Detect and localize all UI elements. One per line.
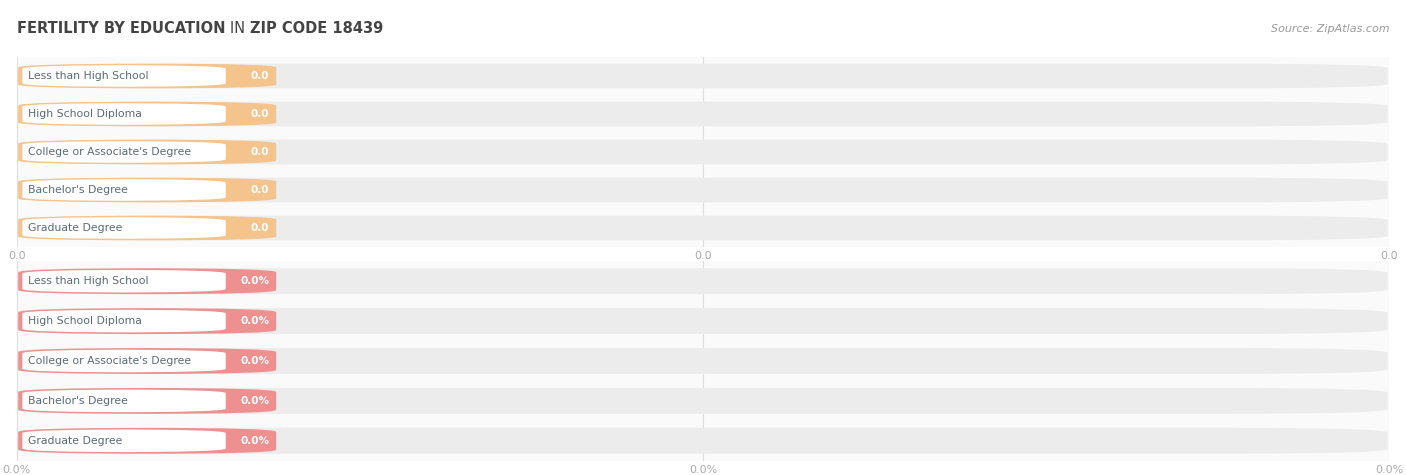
Text: High School Diploma: High School Diploma xyxy=(28,109,142,119)
FancyBboxPatch shape xyxy=(18,178,276,202)
FancyBboxPatch shape xyxy=(18,388,1388,414)
FancyBboxPatch shape xyxy=(18,140,1388,164)
Text: College or Associate's Degree: College or Associate's Degree xyxy=(28,147,191,157)
Text: High School Diploma: High School Diploma xyxy=(28,316,142,326)
Text: ZIP CODE 18439: ZIP CODE 18439 xyxy=(250,21,384,36)
FancyBboxPatch shape xyxy=(22,350,226,372)
Text: 0.0: 0.0 xyxy=(250,71,270,81)
FancyBboxPatch shape xyxy=(22,429,226,452)
FancyBboxPatch shape xyxy=(18,216,1388,240)
FancyBboxPatch shape xyxy=(18,308,276,334)
FancyBboxPatch shape xyxy=(18,268,276,294)
FancyBboxPatch shape xyxy=(22,390,226,412)
FancyBboxPatch shape xyxy=(18,348,276,374)
Text: Source: ZipAtlas.com: Source: ZipAtlas.com xyxy=(1271,23,1389,34)
FancyBboxPatch shape xyxy=(18,268,1388,294)
FancyBboxPatch shape xyxy=(22,217,226,239)
FancyBboxPatch shape xyxy=(22,310,226,332)
Text: IN: IN xyxy=(231,21,250,36)
Text: 0.0: 0.0 xyxy=(250,185,270,195)
FancyBboxPatch shape xyxy=(18,428,276,454)
Text: Graduate Degree: Graduate Degree xyxy=(28,223,122,233)
FancyBboxPatch shape xyxy=(18,64,1388,88)
Text: Less than High School: Less than High School xyxy=(28,71,149,81)
FancyBboxPatch shape xyxy=(22,141,226,163)
Text: 0.0: 0.0 xyxy=(250,109,270,119)
Text: Bachelor's Degree: Bachelor's Degree xyxy=(28,396,128,406)
FancyBboxPatch shape xyxy=(22,270,226,293)
Text: 0.0%: 0.0% xyxy=(240,356,270,366)
FancyBboxPatch shape xyxy=(18,348,1388,374)
FancyBboxPatch shape xyxy=(18,428,1388,454)
FancyBboxPatch shape xyxy=(18,216,276,240)
FancyBboxPatch shape xyxy=(18,140,276,164)
Text: 0.0%: 0.0% xyxy=(240,396,270,406)
FancyBboxPatch shape xyxy=(18,178,1388,202)
FancyBboxPatch shape xyxy=(18,64,276,88)
Text: 0.0%: 0.0% xyxy=(240,436,270,446)
Text: College or Associate's Degree: College or Associate's Degree xyxy=(28,356,191,366)
FancyBboxPatch shape xyxy=(22,65,226,87)
Text: 0.0%: 0.0% xyxy=(240,316,270,326)
Text: 0.0: 0.0 xyxy=(250,223,270,233)
Text: Less than High School: Less than High School xyxy=(28,276,149,286)
Text: Bachelor's Degree: Bachelor's Degree xyxy=(28,185,128,195)
FancyBboxPatch shape xyxy=(22,103,226,125)
Text: FERTILITY BY EDUCATION: FERTILITY BY EDUCATION xyxy=(17,21,231,36)
Text: 0.0: 0.0 xyxy=(250,147,270,157)
Text: 0.0%: 0.0% xyxy=(240,276,270,286)
FancyBboxPatch shape xyxy=(18,308,1388,334)
Text: Graduate Degree: Graduate Degree xyxy=(28,436,122,446)
FancyBboxPatch shape xyxy=(18,102,276,126)
FancyBboxPatch shape xyxy=(18,388,276,414)
FancyBboxPatch shape xyxy=(18,102,1388,126)
FancyBboxPatch shape xyxy=(22,179,226,201)
